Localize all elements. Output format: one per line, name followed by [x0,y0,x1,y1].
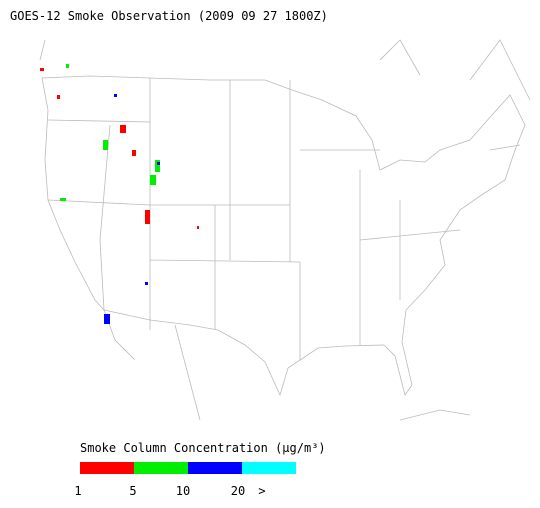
canada-outline [39,39,531,151]
smoke-pixel [132,150,136,156]
smoke-pixel [60,198,66,201]
smoke-pixel [145,282,148,285]
smoke-pixel [150,175,156,185]
smoke-pixel [157,162,160,165]
map-title: GOES-12 Smoke Observation (2009 09 27 18… [10,9,328,23]
color-bar-label: 1 [74,484,81,498]
color-bar-segment [242,462,296,474]
smoke-pixel [197,226,199,229]
smoke-pixel [103,140,108,150]
color-bar-label: 20 [231,484,245,498]
state-lines [47,78,461,360]
smoke-pixel [155,160,160,172]
us-outline [41,75,526,397]
smoke-pixel [40,68,44,71]
color-bar-segment [134,462,188,474]
color-bar-segment [80,462,134,474]
color-bar-label: 5 [129,484,136,498]
color-bar-label: 10 [176,484,190,498]
color-bar-segment [188,462,242,474]
smoke-pixel [66,64,69,68]
smoke-pixel [145,210,150,224]
legend-title: Smoke Column Concentration (μg/m³) [80,441,326,455]
smoke-pixel [104,314,110,324]
smoke-pixel [114,94,117,97]
smoke-pixels [40,64,199,324]
smoke-pixel [120,125,126,133]
smoke-pixel [57,95,60,99]
color-bar: 1 5 10 20 > [74,462,296,498]
color-bar-label: > [258,484,265,498]
